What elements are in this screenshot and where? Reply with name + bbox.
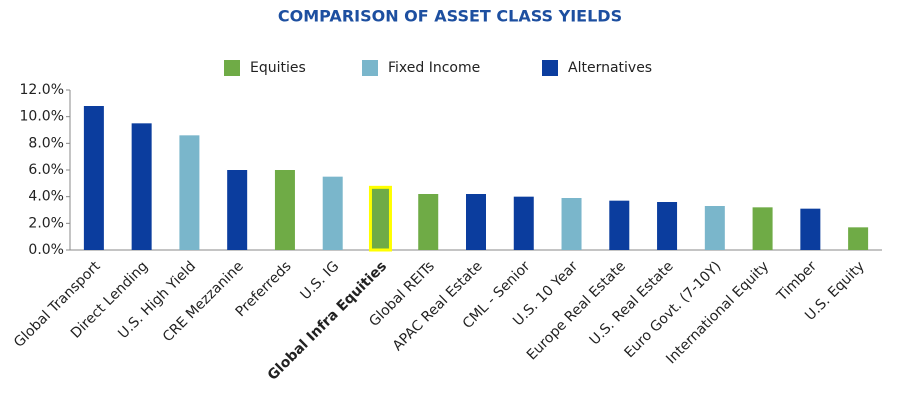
- bar: [561, 198, 582, 250]
- bar: [752, 207, 773, 250]
- legend-swatch: [224, 60, 240, 76]
- x-tick-label: APAC Real Estate: [390, 258, 486, 354]
- y-tick-label: 4.0%: [28, 189, 64, 205]
- bar: [800, 208, 821, 250]
- bar: [513, 196, 534, 250]
- bar: [704, 206, 725, 250]
- legend-swatch: [362, 60, 378, 76]
- legend-label: Alternatives: [568, 60, 652, 76]
- y-tick-label: 8.0%: [28, 135, 64, 151]
- bar: [418, 194, 439, 250]
- bar: [131, 123, 152, 250]
- legend-label: Fixed Income: [388, 60, 480, 76]
- y-tick-label: 2.0%: [28, 215, 64, 231]
- x-tick-label: Global Transport: [11, 258, 104, 351]
- bar: [179, 135, 200, 250]
- y-tick-label: 12.0%: [20, 82, 64, 98]
- bar: [227, 170, 248, 250]
- y-tick-label: 6.0%: [28, 162, 64, 178]
- y-tick-label: 0.0%: [28, 242, 64, 258]
- x-tick-label: U.S. IG: [297, 258, 342, 303]
- bar: [609, 200, 630, 250]
- chart-title: COMPARISON OF ASSET CLASS YIELDS: [278, 7, 622, 26]
- x-tick-label: U.S. Real Estate: [587, 258, 677, 348]
- legend-label: Equities: [250, 60, 306, 76]
- x-tick-label: Timber: [773, 258, 820, 305]
- bar: [368, 185, 392, 252]
- bar: [322, 176, 343, 250]
- bar: [466, 194, 486, 250]
- y-tick-label: 10.0%: [20, 109, 64, 125]
- x-tick-label: CRE Mezzanine: [160, 258, 247, 345]
- bar: [657, 202, 678, 250]
- bar: [83, 106, 104, 250]
- legend-swatch: [542, 60, 558, 76]
- bar: [274, 170, 295, 250]
- bar: [848, 227, 869, 250]
